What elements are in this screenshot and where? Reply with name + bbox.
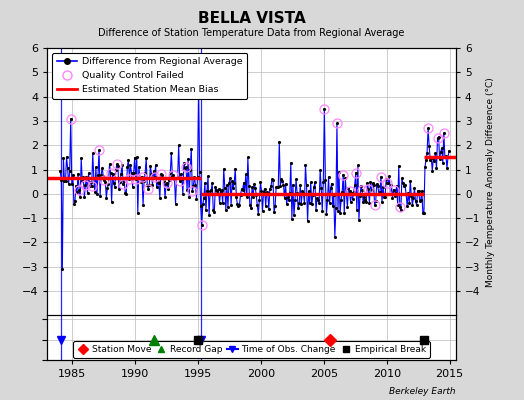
Text: Difference of Station Temperature Data from Regional Average: Difference of Station Temperature Data f… xyxy=(99,28,405,38)
Y-axis label: Monthly Temperature Anomaly Difference (°C): Monthly Temperature Anomaly Difference (… xyxy=(486,77,495,286)
Legend: Difference from Regional Average, Quality Control Failed, Estimated Station Mean: Difference from Regional Average, Qualit… xyxy=(52,53,247,99)
Text: Berkeley Earth: Berkeley Earth xyxy=(389,387,456,396)
Text: BELLA VISTA: BELLA VISTA xyxy=(198,11,305,26)
Legend: Station Move, Record Gap, Time of Obs. Change, Empirical Break: Station Move, Record Gap, Time of Obs. C… xyxy=(73,342,430,358)
